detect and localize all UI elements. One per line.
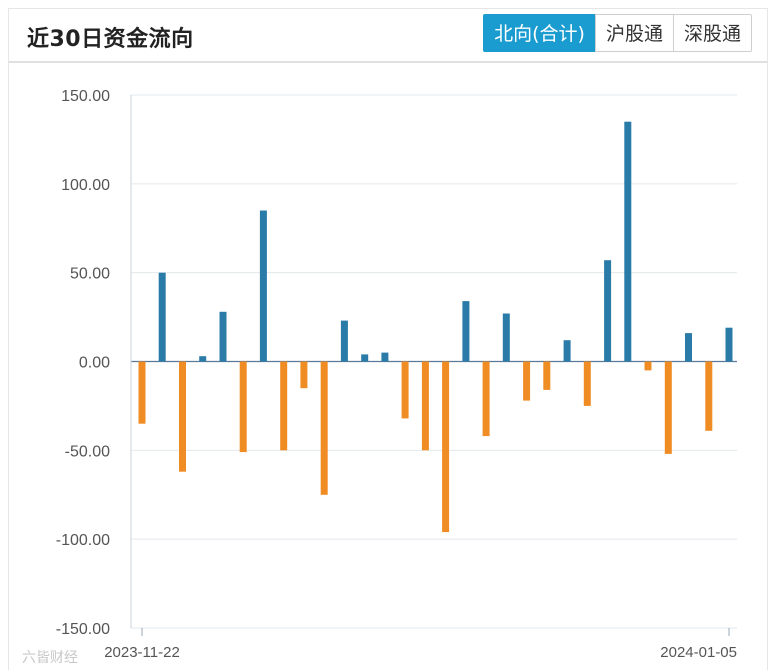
bar-outflow[interactable] [320,361,328,495]
tab-northbound-total[interactable]: 北向(合计) [483,14,596,52]
card-title: 近30日资金流向 [27,27,194,52]
bar-outflow[interactable] [300,361,308,389]
bar-outflow[interactable] [664,361,672,454]
bar-inflow[interactable] [361,354,369,362]
y-tick-label: -150.00 [56,621,110,638]
y-tick-label: -50.00 [65,443,110,460]
bar-inflow[interactable] [340,320,348,362]
y-tick-label: 0.00 [79,355,110,372]
bar-inflow[interactable] [563,340,571,362]
tab-group: 北向(合计) 沪股通 深股通 [483,14,752,52]
bar-outflow[interactable] [543,361,551,390]
y-tick-label: 100.00 [61,177,110,194]
bar-outflow[interactable] [523,361,531,401]
bar-inflow[interactable] [158,272,166,362]
x-axis: 2023-11-22 2024-01-05 [104,628,737,661]
bar-inflow[interactable] [725,327,733,362]
fund-flow-card: 近30日资金流向 北向(合计) 沪股通 深股通 [8,8,768,670]
bar-outflow[interactable] [280,361,288,451]
bar-inflow[interactable] [381,352,389,362]
card-header: 近30日资金流向 北向(合计) 沪股通 深股通 [9,9,767,63]
tab-shanghai-connect[interactable]: 沪股通 [594,14,674,52]
bar-outflow[interactable] [401,361,409,419]
watermark-text: 六皆财经 [22,650,78,666]
y-tick-label: 50.00 [70,266,110,283]
bar-outflow[interactable] [705,361,713,431]
y-tick-label: -100.00 [56,532,110,549]
y-axis: 150.00 100.00 50.00 0.00 -50.00 -100.00 -150.0… [56,88,132,638]
x-tick-label: 2024-01-05 [660,644,737,661]
bar-outflow[interactable] [138,361,146,424]
bar-series [138,121,733,533]
bar-outflow[interactable] [421,361,429,451]
bar-inflow[interactable] [462,301,470,362]
y-tick-label: 150.00 [61,88,110,105]
bar-inflow[interactable] [502,313,510,362]
bar-inflow[interactable] [604,260,612,362]
bar-inflow[interactable] [199,356,207,362]
bar-outflow[interactable] [442,361,450,533]
x-tick-label: 2023-11-22 [104,644,180,661]
tab-shenzhen-connect[interactable]: 深股通 [672,14,752,52]
bar-inflow[interactable] [624,121,632,362]
bar-outflow[interactable] [482,361,490,437]
bar-inflow[interactable] [685,333,692,362]
bar-outflow[interactable] [179,361,186,472]
bar-outflow[interactable] [583,361,591,406]
grid-lines [131,94,737,629]
bar-outflow[interactable] [644,361,652,371]
bar-outflow[interactable] [239,361,247,453]
bar-inflow[interactable] [259,210,267,362]
bar-inflow[interactable] [219,311,227,362]
